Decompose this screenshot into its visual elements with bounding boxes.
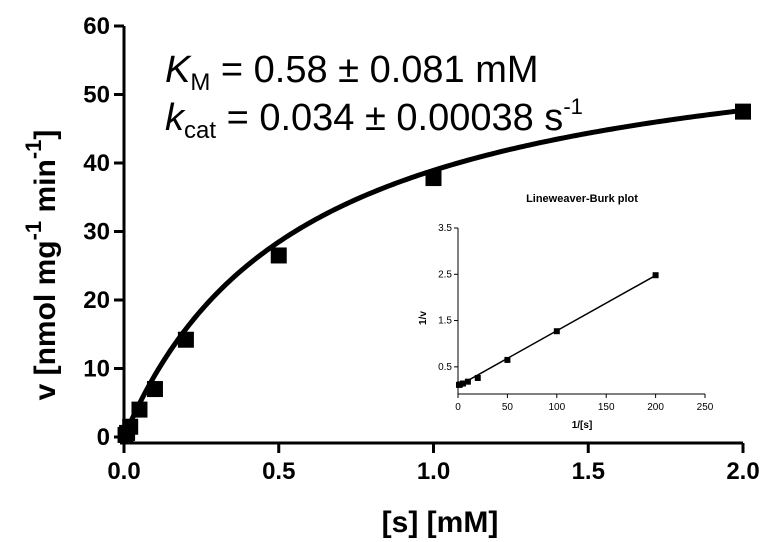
y-tick-label: 50 bbox=[83, 82, 110, 109]
inset-data-points bbox=[455, 272, 659, 388]
x-tick-label: 0.5 bbox=[262, 458, 295, 485]
inset-data-point bbox=[553, 328, 560, 335]
x-tick-label: 1.0 bbox=[417, 458, 450, 485]
data-point bbox=[270, 247, 287, 264]
y-tick-label: 20 bbox=[83, 287, 110, 314]
kcat-annotation: kcat = 0.034 ± 0.00038 s-1 bbox=[165, 94, 583, 144]
inset-title: Lineweaver-Burk plot bbox=[526, 193, 638, 205]
data-point bbox=[425, 170, 442, 187]
main-data-points bbox=[117, 103, 751, 443]
main-fit-curve bbox=[121, 107, 744, 438]
y-axis-label: v [nmol mg-1 min-1] bbox=[21, 130, 62, 401]
inset-x-tick-label: 150 bbox=[598, 402, 615, 413]
x-tick-label: 2.0 bbox=[726, 458, 759, 485]
inset-data-point bbox=[652, 272, 659, 279]
x-tick-label: 1.5 bbox=[572, 458, 605, 485]
km-annotation: KM = 0.58 ± 0.081 mM bbox=[165, 49, 539, 96]
inset-axes: 0.5 1.5 2.5 3.5 0 50 100 150 200 250 bbox=[438, 223, 714, 413]
data-point bbox=[177, 331, 194, 348]
inset-y-tick-label: 3.5 bbox=[438, 223, 452, 234]
data-point bbox=[735, 103, 751, 120]
inset-data-point bbox=[504, 356, 511, 363]
inset-x-tick-label: 100 bbox=[548, 402, 565, 413]
y-tick-label: 0 bbox=[97, 424, 110, 451]
y-tick-label: 60 bbox=[83, 13, 110, 40]
inset-y-label: 1/v bbox=[418, 311, 429, 325]
inset-y-tick-label: 1.5 bbox=[438, 316, 452, 327]
inset-lineweaver-burk: Lineweaver-Burk plot 0.5 1.5 2.5 3.5 0 50 100 1… bbox=[418, 193, 714, 431]
x-axis-label: [s] [mM] bbox=[382, 506, 499, 539]
inset-x-tick-label: 0 bbox=[455, 402, 461, 413]
main-axes: 0 10 20 30 40 50 60 0.0 0.5 1.0 1.5 2.0 bbox=[83, 13, 759, 485]
y-tick-label: 30 bbox=[83, 219, 110, 246]
inset-y-tick-label: 0.5 bbox=[438, 362, 452, 373]
fit-curve-path bbox=[121, 107, 744, 438]
data-point bbox=[122, 418, 139, 435]
x-tick-label: 0.0 bbox=[107, 458, 140, 485]
inset-x-tick-label: 250 bbox=[697, 402, 714, 413]
inset-x-tick-label: 200 bbox=[647, 402, 664, 413]
inset-data-point bbox=[474, 374, 481, 381]
inset-x-tick-label: 50 bbox=[502, 402, 514, 413]
data-point bbox=[131, 401, 148, 418]
svg-text:v [nmol mg-1 min-1]: v [nmol mg-1 min-1] bbox=[21, 130, 62, 401]
inset-data-point bbox=[459, 380, 466, 387]
y-tick-label: 10 bbox=[83, 356, 110, 383]
y-tick-label: 40 bbox=[83, 150, 110, 177]
inset-y-tick-label: 2.5 bbox=[438, 269, 452, 280]
inset-x-label: 1/[s] bbox=[572, 420, 593, 431]
inset-data-point bbox=[464, 378, 471, 385]
data-point bbox=[146, 381, 163, 398]
